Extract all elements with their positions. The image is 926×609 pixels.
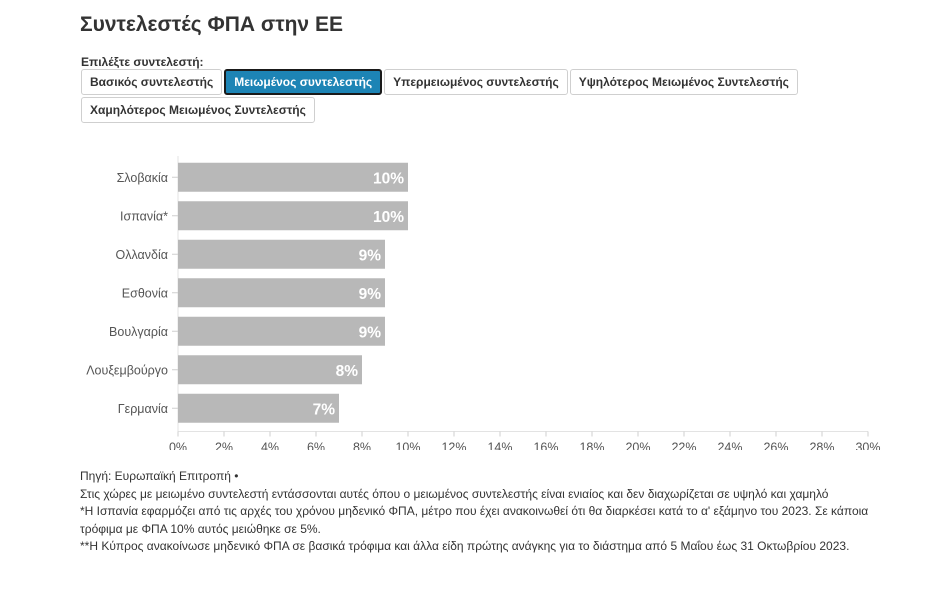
rate-button-reduced[interactable]: Μειωμένος συντελεστής: [224, 69, 383, 95]
x-tick-label: 26%: [763, 441, 788, 451]
bar[interactable]: [178, 162, 408, 192]
rate-button-lower-reduced[interactable]: Χαμηλότερος Μειωμένος Συντελεστής: [81, 97, 315, 123]
vat-bar-chart: Σλοβακία 10% Ισπανία* 10% Ολλανδία 9% Εσθονία 9…: [86, 156, 881, 451]
x-tick-label: 6%: [307, 441, 325, 451]
x-tick-label: 4%: [261, 441, 279, 451]
x-tick-label: 24%: [717, 441, 742, 451]
rate-button-super-reduced[interactable]: Υπερμειωμένος συντελεστής: [384, 69, 568, 95]
data-label: 7%: [313, 401, 336, 418]
category-label: Βουλγαρία: [109, 325, 168, 339]
x-tick-label: 8%: [353, 441, 371, 451]
data-label: 9%: [359, 247, 382, 264]
category-label: Λουξεμβούργο: [86, 363, 168, 377]
bar[interactable]: [178, 316, 385, 346]
category-label: Ισπανία*: [120, 209, 168, 223]
x-tick-label: 22%: [671, 441, 696, 451]
x-tick-label: 20%: [625, 441, 650, 451]
x-tick-label: 0%: [169, 441, 187, 451]
rate-selector: Βασικός συντελεστής Μειωμένος συντελεστή…: [81, 69, 841, 123]
bar[interactable]: [178, 393, 339, 423]
bar[interactable]: [178, 355, 362, 385]
footnote-reduced-rate: Στις χώρες με μειωμένο συντελεστή εντάσσ…: [80, 486, 829, 501]
source-note: Πηγή: Ευρωπαϊκή Επιτροπή •: [80, 469, 239, 483]
x-tick-label: 18%: [579, 441, 604, 451]
bar[interactable]: [178, 201, 408, 231]
data-label: 9%: [359, 324, 382, 341]
x-tick-label: 30%: [855, 441, 880, 451]
x-tick-label: 2%: [215, 441, 233, 451]
x-tick-label: 12%: [441, 441, 466, 451]
rate-button-higher-reduced[interactable]: Υψηλότερος Μειωμένος Συντελεστής: [569, 69, 798, 95]
rate-selector-label: Επιλέξτε συντελεστή:: [81, 55, 204, 69]
category-label: Σλοβακία: [117, 171, 168, 185]
x-tick-label: 10%: [395, 441, 420, 451]
page-title: Συντελεστές ΦΠΑ στην ΕΕ: [80, 13, 343, 36]
data-label: 10%: [373, 170, 404, 187]
x-tick-label: 16%: [533, 441, 558, 451]
data-label: 10%: [373, 209, 404, 226]
data-label: 9%: [359, 286, 382, 303]
x-tick-label: 28%: [809, 441, 834, 451]
footnote-spain: *Η Ισπανία εφαρμόζει από τις αρχές του χ…: [80, 504, 869, 536]
chart-footer: Πηγή: Ευρωπαϊκή Επιτροπή • Στις χώρες με…: [80, 468, 870, 556]
category-label: Ολλανδία: [116, 248, 168, 262]
category-label: Γερμανία: [118, 402, 168, 416]
bar[interactable]: [178, 239, 385, 269]
footnote-cyprus: **Η Κύπρος ανακοίνωσε μηδενικό ΦΠΑ σε βα…: [80, 539, 850, 553]
rate-button-standard[interactable]: Βασικός συντελεστής: [81, 69, 223, 95]
data-label: 8%: [336, 363, 359, 380]
x-tick-label: 14%: [487, 441, 512, 451]
bar[interactable]: [178, 278, 385, 308]
category-label: Εσθονία: [122, 286, 168, 300]
